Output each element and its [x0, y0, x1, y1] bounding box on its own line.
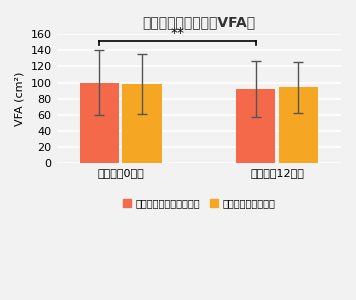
Text: **: ** [171, 26, 184, 40]
Bar [279, 87, 318, 163]
Legend: バーリーマックス摂取群, プラセボ食品摂取群: バーリーマックス摂取群, プラセボ食品摂取群 [119, 194, 279, 212]
Y-axis label: VFA (cm²): VFA (cm²) [15, 71, 25, 126]
Bar [80, 82, 119, 163]
Bar [236, 89, 275, 163]
Bar [122, 84, 162, 163]
Title: 腹部内臓脂肪面積（VFA）: 腹部内臓脂肪面積（VFA） [142, 15, 255, 29]
